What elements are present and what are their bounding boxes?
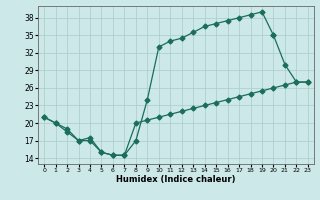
X-axis label: Humidex (Indice chaleur): Humidex (Indice chaleur) bbox=[116, 175, 236, 184]
